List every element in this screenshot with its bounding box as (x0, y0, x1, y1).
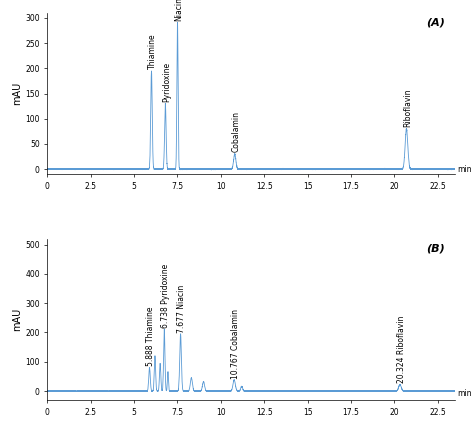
Text: Riboflavin: Riboflavin (403, 89, 412, 127)
Text: Niacin: Niacin (174, 0, 183, 22)
Text: min: min (457, 390, 472, 399)
Text: 7.677 Niacin: 7.677 Niacin (177, 285, 186, 333)
Text: (B): (B) (427, 243, 445, 254)
Text: 5.888 Thiamine: 5.888 Thiamine (146, 307, 155, 366)
Text: min: min (457, 165, 472, 174)
Text: 20.324 Riboflavin: 20.324 Riboflavin (397, 316, 406, 384)
Text: Pyridoxine: Pyridoxine (162, 62, 171, 102)
Y-axis label: mAU: mAU (12, 307, 22, 331)
Text: Cobalamin: Cobalamin (232, 111, 241, 153)
Text: 6.738 Pyridoxine: 6.738 Pyridoxine (161, 264, 170, 329)
Text: (A): (A) (427, 18, 446, 28)
Text: Thiamine: Thiamine (148, 34, 157, 69)
Text: 10.767 Cobalamin: 10.767 Cobalamin (231, 309, 240, 379)
Y-axis label: mAU: mAU (12, 82, 22, 105)
